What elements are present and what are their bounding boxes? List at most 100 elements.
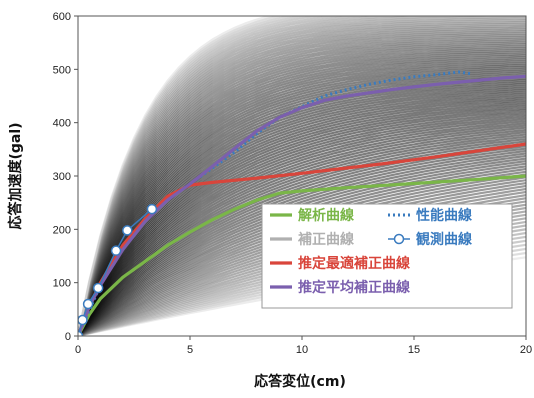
corrected-curve (78, 149, 526, 336)
corrected-curve (78, 75, 526, 336)
y-tick-label: 400 (53, 118, 71, 130)
corrected-curve (78, 64, 526, 336)
corrected-curve (78, 115, 526, 336)
corrected-curve (78, 48, 526, 336)
corrected-curve (78, 47, 526, 336)
legend-label: 補正曲線 (297, 231, 354, 248)
corrected-curve (78, 101, 526, 336)
legend-box (261, 203, 513, 309)
y-tick-label: 200 (53, 224, 71, 236)
corrected-curve (78, 140, 526, 336)
corrected-curve (78, 54, 526, 336)
corrected-curve (78, 16, 423, 336)
corrected-curve (78, 30, 526, 336)
corrected-curve (78, 62, 526, 336)
corrected-curve (78, 52, 526, 336)
corrected-curve (78, 93, 526, 336)
corrected-curve (78, 45, 526, 336)
legend-label: 推定最適補正曲線 (298, 255, 410, 272)
series-layer (78, 70, 526, 336)
y-tick-label: 100 (53, 278, 71, 290)
corrected-curve (78, 58, 526, 336)
corrected-curve (78, 16, 526, 336)
corrected-curve (78, 35, 526, 336)
series-line (78, 74, 526, 336)
corrected-curve (78, 67, 526, 336)
observed-point (78, 330, 84, 336)
series-line (78, 142, 526, 336)
corrected-curve (78, 73, 526, 336)
corrected-curve (78, 16, 327, 336)
corrected-curve (78, 147, 526, 336)
corrected-curve (78, 152, 526, 336)
y-tick-label: 500 (53, 64, 71, 76)
corrected-curve (78, 69, 526, 336)
y-tick-label: 0 (65, 331, 71, 343)
corrected-curve (78, 71, 526, 336)
observed-point (82, 298, 94, 310)
series-line (78, 174, 526, 336)
corrected-curve (78, 23, 526, 336)
corrected-curve (78, 24, 526, 336)
corrected-curve (78, 16, 285, 336)
observed-point (78, 314, 88, 326)
corrected-curve (78, 19, 526, 336)
corrected-curve (78, 135, 526, 336)
corrected-curve (78, 43, 526, 336)
corrected-curve (78, 95, 526, 336)
corrected-curve (78, 60, 526, 336)
legend-label: 観測曲線 (416, 231, 472, 248)
observed-point (92, 282, 104, 294)
observed-point (110, 245, 122, 256)
corrected-curve (78, 26, 526, 336)
x-tick-label: 5 (187, 344, 193, 356)
corrected-curve (78, 107, 526, 336)
corrected-curve (78, 124, 526, 336)
corrected-curve (78, 37, 526, 336)
y-axis-title: 応答加速度(gal) (7, 122, 24, 229)
corrected-curve (78, 56, 526, 336)
corrected-curve (78, 109, 526, 336)
legend-label: 性能曲線 (416, 207, 472, 224)
legend-label: 推定平均補正曲線 (298, 279, 410, 296)
corrected-curve (78, 117, 526, 336)
x-tick-label: 10 (296, 344, 308, 356)
x-tick-label: 15 (408, 344, 420, 356)
corrected-curve (78, 50, 526, 336)
corrected-curve (78, 16, 297, 336)
corrected-curve (78, 17, 526, 336)
corrected-curve (78, 41, 526, 336)
corrected-curve (78, 111, 526, 336)
x-tick-label: 20 (520, 344, 532, 356)
corrected-curve (78, 120, 526, 336)
corrected-curve (78, 34, 526, 336)
corrected-curve (78, 65, 526, 336)
legend-label: 解析曲線 (298, 207, 354, 224)
corrected-curve (78, 16, 349, 336)
corrected-curve (78, 21, 526, 336)
corrected-curve (78, 16, 378, 336)
observed-point (122, 225, 133, 236)
x-axis-title: 応答変位(cm) (254, 373, 346, 390)
corrected-curve (78, 105, 526, 336)
y-tick-label: 600 (53, 11, 71, 23)
corrected-curve (78, 128, 526, 336)
x-tick-label: 0 (75, 344, 81, 356)
corrected-curve (78, 32, 526, 336)
y-tick-label: 300 (53, 171, 71, 183)
corrected-curve (78, 138, 526, 336)
legend-marker (393, 233, 405, 245)
corrected-curve (78, 154, 526, 336)
observed-point (146, 203, 158, 215)
corrected-curve (78, 97, 526, 336)
corrected-curve (78, 39, 526, 336)
corrected-curve (78, 28, 526, 336)
corrected-curve (78, 126, 526, 336)
corrected-curve (78, 103, 526, 336)
corrected-curve (78, 113, 526, 336)
corrected-curve (78, 16, 275, 336)
corrected-curve (78, 122, 526, 336)
